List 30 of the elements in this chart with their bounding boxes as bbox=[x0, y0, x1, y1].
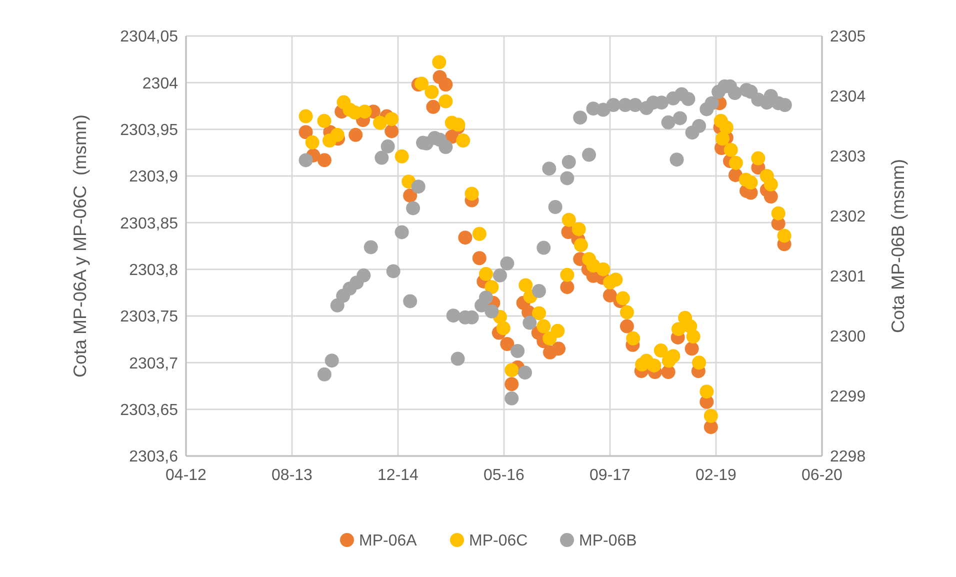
x-tick-label: 05-16 bbox=[484, 467, 525, 484]
y-tick-label: 2303,9 bbox=[129, 168, 178, 186]
y-tick-label: 2303,8 bbox=[129, 262, 178, 279]
legend-label: MP-06B bbox=[579, 532, 637, 550]
y2-tick-label: 2305 bbox=[830, 28, 866, 46]
x-tick-label: 09-17 bbox=[590, 467, 631, 484]
x-tick-label: 08-13 bbox=[272, 467, 313, 484]
y-tick-label: 2303,95 bbox=[120, 122, 178, 139]
y2-axis-title: Cota MP-06B (msnm) bbox=[888, 158, 908, 334]
y2-tick-label: 2304 bbox=[830, 88, 866, 106]
y-tick-label: 2304,05 bbox=[120, 28, 178, 46]
x-tick-label: 06-20 bbox=[802, 467, 843, 484]
y-tick-label: 2303,6 bbox=[129, 448, 178, 466]
y-tick-label: 2303,85 bbox=[120, 215, 178, 232]
y2-tick-label: 2301 bbox=[830, 268, 866, 286]
y2-tick-label: 2300 bbox=[830, 328, 866, 346]
y2-tick-label: 2303 bbox=[830, 148, 866, 166]
y2-tick-label: 2298 bbox=[830, 448, 866, 466]
y2-tick-label: 2299 bbox=[830, 388, 866, 406]
y-tick-label: 2303,7 bbox=[129, 355, 178, 372]
x-tick-label: 04-12 bbox=[166, 467, 207, 484]
x-tick-label: 02-19 bbox=[696, 467, 737, 484]
x-tick-label: 12-14 bbox=[378, 467, 419, 484]
y-tick-label: 2303,75 bbox=[120, 308, 178, 326]
y-axis-title: Cota MP-06A y MP-06C (msmn) bbox=[70, 114, 90, 378]
legend-label: MP-06A bbox=[359, 532, 418, 550]
legend-label: MP-06C bbox=[469, 532, 528, 550]
y2-tick-label: 2302 bbox=[830, 208, 866, 226]
y-tick-label: 2304 bbox=[142, 75, 178, 92]
y-tick-label: 2303,65 bbox=[120, 402, 178, 419]
